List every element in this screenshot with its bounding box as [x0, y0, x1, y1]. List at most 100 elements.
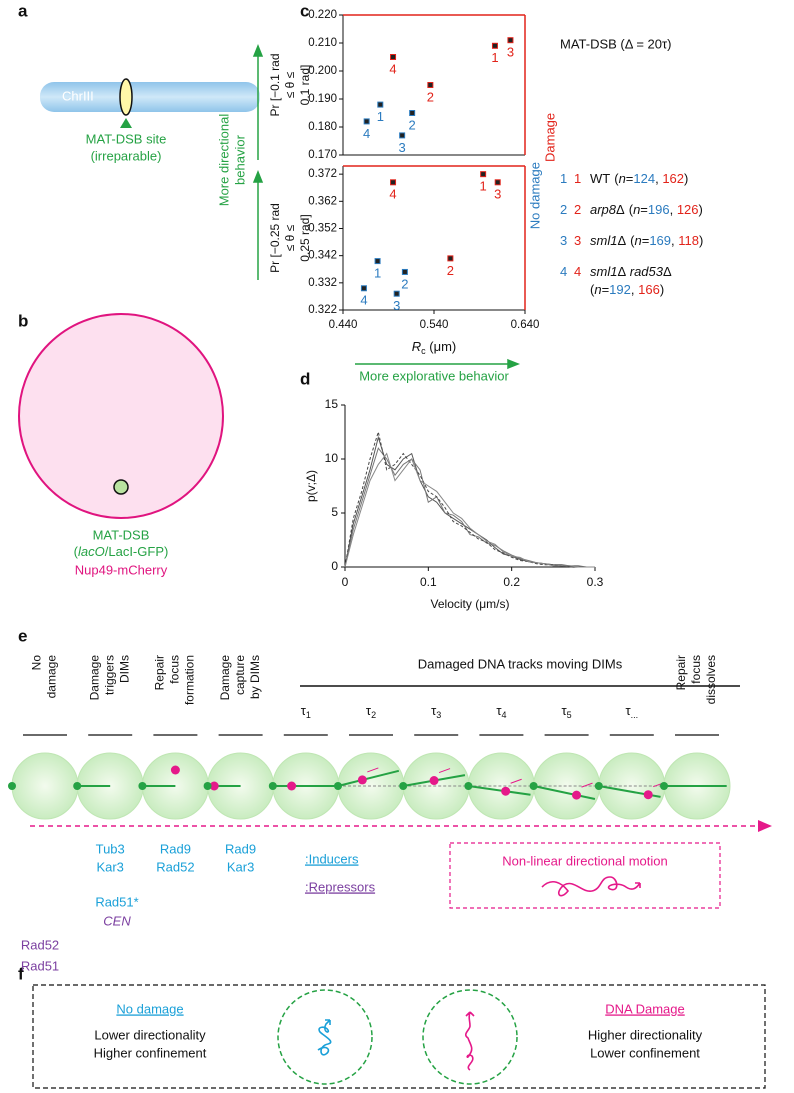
legend-n: , [655, 171, 662, 186]
legend-n: = [602, 282, 610, 297]
stage-tau-sub: ... [631, 710, 639, 720]
cell [11, 752, 79, 820]
stage-label: Damage [87, 655, 101, 701]
y-tick-label: 0.342 [308, 250, 337, 262]
direction-arrows [252, 43, 521, 370]
point [363, 118, 370, 125]
legend-n: 192 [609, 282, 631, 297]
repair-focus [170, 765, 180, 775]
x-tick-label: 0.1 [420, 575, 437, 589]
y-label: ≤ θ ≤ [283, 71, 297, 98]
stage-tau-sub: 5 [567, 710, 572, 720]
stage-label: dissolves [704, 655, 718, 704]
repair-focus [501, 786, 511, 796]
y-tick-label: 0 [331, 559, 338, 573]
y-label: 0.1 rad] [298, 65, 312, 106]
state-line: Higher confinement [94, 1045, 207, 1060]
legend-n: , [670, 202, 677, 217]
motion-squiggle [541, 876, 641, 897]
point [401, 268, 408, 275]
legend-n: = [640, 202, 648, 217]
point-label: 3 [399, 140, 406, 155]
legend-name: Δ [663, 264, 672, 279]
nucleus [18, 313, 224, 519]
y-arrow-label: behavior [232, 134, 247, 185]
x-label-part: c [421, 346, 426, 356]
y-tick-label: 0.332 [308, 277, 337, 289]
point-label: 1 [491, 50, 498, 65]
inducer: Rad9 [160, 841, 191, 856]
y-tick-label: 0.190 [308, 93, 337, 105]
spindle [468, 785, 531, 796]
legend-row: 4 4 sml1Δ rad53Δ (n=192, 166) [560, 264, 672, 297]
stage-label: No [30, 655, 44, 671]
legend-n: , [671, 233, 678, 248]
stage-tau: τ [431, 703, 437, 718]
legend-entry: Damage [542, 113, 557, 162]
stage-label: Repair [674, 655, 688, 690]
reporter-part: lacO [78, 544, 105, 559]
stage-label: τ... [625, 703, 638, 720]
legend-n: n [594, 282, 601, 297]
repair-focus [429, 776, 439, 786]
point-label: 1 [377, 109, 384, 124]
reporter-part: /LacI-GFP) [105, 544, 169, 559]
stage-label: τ4 [496, 703, 506, 720]
x-arrow-label: More explorative behavior [359, 368, 509, 383]
site-label: MAT-DSB site [86, 131, 167, 146]
point [507, 37, 514, 44]
legend-entry: No damage [527, 162, 542, 229]
legend-row: 3 3 sml1Δ (n=169, 118) [560, 233, 703, 248]
y-tick-label: 0.220 [308, 9, 337, 21]
inducer: Rad52 [156, 859, 194, 874]
centromere [203, 782, 212, 790]
state-line: Lower directionality [94, 1027, 206, 1042]
y-tick-label: 0.322 [308, 304, 337, 316]
series-line [344, 435, 595, 568]
point [390, 54, 397, 60]
point [494, 179, 501, 186]
point-label: 2 [409, 117, 416, 132]
legend-n: ) [684, 171, 688, 186]
motion [438, 768, 451, 774]
legend-n: n [619, 171, 626, 186]
reporter-label: (lacO/LacI-GFP) [74, 544, 169, 559]
legend-name: rad53 [626, 264, 664, 279]
y-tick-label: 0.362 [308, 195, 337, 207]
motion [510, 778, 522, 784]
inducer: Rad9 [225, 841, 256, 856]
x-tick-label: 0 [342, 575, 349, 589]
inducers-key: :Inducers [305, 851, 359, 866]
point [447, 255, 454, 262]
stage-label: focus [168, 655, 182, 684]
point-label: 1 [480, 179, 487, 194]
stage-label: DIMs [117, 655, 131, 683]
legend-name: Δ [616, 202, 625, 217]
motion-box [449, 842, 721, 909]
point-label: 4 [389, 187, 396, 202]
point-label: 1 [374, 266, 381, 281]
series-line [344, 452, 595, 568]
y-tick-label: 0.372 [308, 168, 337, 180]
reporter-part: ( [74, 544, 79, 559]
point [427, 82, 434, 88]
point-label: 4 [363, 126, 370, 141]
stage-label: capture [233, 655, 247, 695]
legend-n: 118 [678, 233, 699, 248]
legend-n: n [634, 233, 641, 248]
centromere [8, 782, 16, 790]
point [374, 258, 381, 265]
stage-label: by DIMs [248, 655, 262, 699]
legend-name: arp8 [590, 202, 617, 217]
motion-label: Non-linear directional motion [502, 853, 667, 868]
y-tick-label: 0.180 [308, 121, 337, 133]
legend-n: ) [699, 233, 703, 248]
y-arrow-label: More directional [216, 114, 231, 207]
inducer: Rad51* [95, 894, 138, 909]
inducer: Kar3 [227, 859, 254, 874]
motion [367, 767, 379, 773]
legend-id: 2 [574, 202, 581, 217]
repair-focus [357, 775, 367, 785]
centromere [138, 782, 147, 790]
